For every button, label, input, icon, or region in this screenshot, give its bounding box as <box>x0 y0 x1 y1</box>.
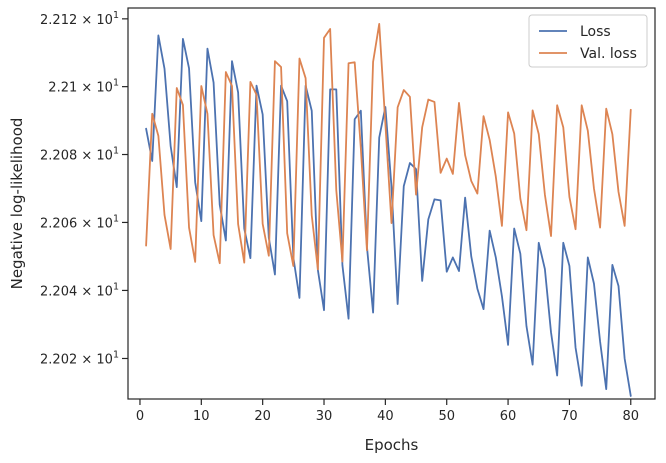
legend: Loss Val. loss <box>528 14 648 68</box>
series-layer <box>145 23 632 397</box>
y-axis-title: Negative log-likelihood <box>8 118 26 290</box>
y-axis-ticks: 2.202 × 101 2.204 × 101 2.206 × 101 2.208 ×… <box>40 10 128 367</box>
series-line-val-loss <box>145 23 632 271</box>
series-line-loss <box>145 34 632 397</box>
x-tick-label: 50 <box>438 409 455 424</box>
y-tick-label: 2.206 × 101 <box>40 213 119 231</box>
y-tick-label: 2.212 × 101 <box>40 10 119 28</box>
x-tick-label: 10 <box>193 409 210 424</box>
x-tick-label: 80 <box>622 409 639 424</box>
legend-box <box>528 14 648 68</box>
x-axis-ticks: 0 10 20 30 40 50 60 70 80 <box>136 399 639 424</box>
legend-label-val-loss: Val. loss <box>580 46 637 62</box>
x-tick-label: 70 <box>561 409 578 424</box>
y-tick-label: 2.21 × 101 <box>48 78 119 96</box>
x-tick-label: 60 <box>500 409 517 424</box>
x-axis-title: Epochs <box>365 436 419 454</box>
y-tick-label: 2.204 × 101 <box>40 281 119 299</box>
x-tick-label: 20 <box>254 409 271 424</box>
x-tick-label: 0 <box>136 409 144 424</box>
legend-label-loss: Loss <box>580 24 611 40</box>
x-tick-label: 30 <box>316 409 333 424</box>
y-tick-label: 2.202 × 101 <box>40 349 119 367</box>
x-tick-label: 40 <box>377 409 394 424</box>
plot-frame <box>127 7 656 400</box>
y-tick-label: 2.208 × 101 <box>40 146 119 164</box>
